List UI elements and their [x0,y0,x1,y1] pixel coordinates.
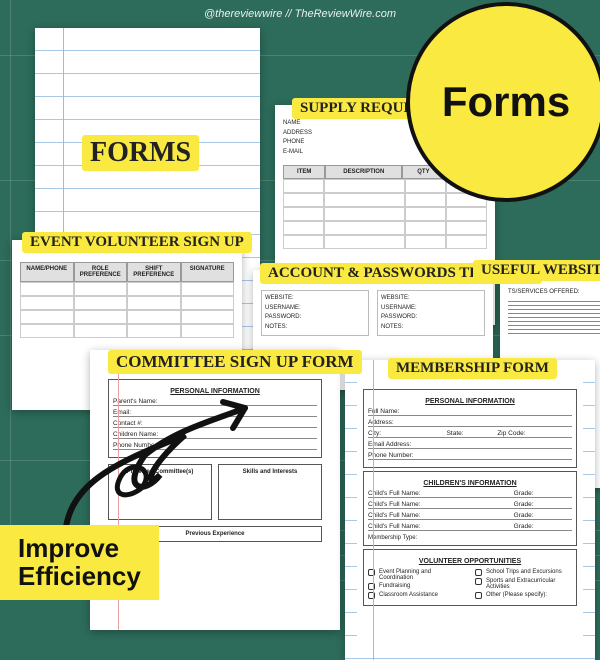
membership-label: Membership Form [388,358,557,379]
committee-personal-info: PERSONAL INFORMATION [113,388,317,395]
checkbox-icon [475,569,482,576]
membership-form: PERSONAL INFORMATION Full Name: Address:… [345,360,595,660]
table-row [20,324,234,338]
membership-type-label: Membership Type: [368,535,572,541]
watermark: @thereviewwire // TheReviewWire.com [204,8,396,20]
checkbox-icon [475,592,482,599]
supply-email-label: E-MAIL [283,149,303,155]
table-row [283,193,487,207]
table-row [283,221,487,235]
checkbox-icon [368,583,375,590]
forms-circle-badge: Forms [406,2,600,202]
table-row [20,310,234,324]
membership-personal-hdr: PERSONAL INFORMATION [368,398,572,405]
supply-address-label: ADDRESS [283,130,312,136]
membership-volunteer-hdr: VOLUNTEER OPPORTUNITIES [368,558,572,565]
membership-children-hdr: CHILDREN'S INFORMATION [368,480,572,487]
committee-box-preferred: Preferred Committee(s) [113,469,207,475]
checkbox-icon [368,569,375,576]
improve-efficiency-block: Improve Efficiency [0,525,159,600]
supply-name-label: NAME [283,120,300,126]
improve-line2: Efficiency [18,563,141,590]
committee-label: Committee Sign Up Form [108,350,362,374]
useful-header: TS/SERVICES OFFERED: [508,288,600,298]
forms-label: FORMS [82,135,199,171]
forms-circle-text: Forms [442,78,570,126]
table-row [20,296,234,310]
table-row [283,235,487,249]
checkbox-icon [368,592,375,599]
event-vol-header: NAME/PHONE ROLE PREFERENCE SHIFT PREFERE… [20,262,234,282]
table-row [283,207,487,221]
event-vol-label: Event Volunteer Sign Up [22,232,252,253]
checkbox-icon [475,578,482,585]
table-row [20,282,234,296]
supply-phone-label: PHONE [283,139,304,145]
improve-line1: Improve [18,535,141,562]
useful-label: Useful Websites [473,260,600,281]
